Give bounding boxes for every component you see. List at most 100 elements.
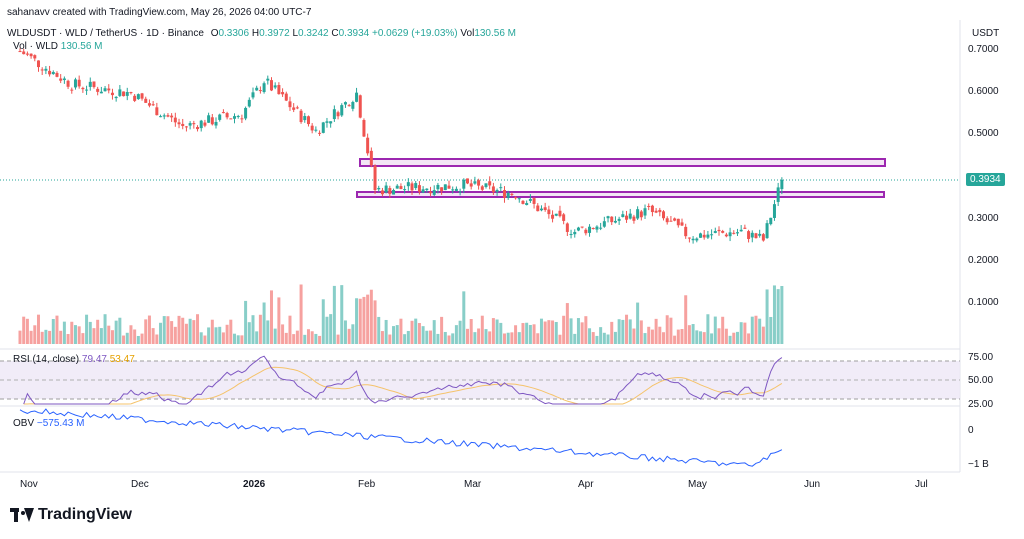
volume-bar [170,321,174,344]
candle [310,125,314,131]
volume-bar [765,289,769,344]
volume-bar [336,334,340,344]
volume-bar [229,319,233,344]
price-tick-4: 0.2000 [968,255,999,266]
rsi-value: 79.47 [81,354,107,365]
volume-bar [473,332,477,344]
volume-bar [129,325,133,344]
candle [591,228,595,230]
candle [517,198,521,200]
volume-bar [702,332,706,344]
candle [392,190,396,195]
candle [188,123,192,126]
volume-bar [66,334,70,344]
candle [88,81,92,87]
candle [351,102,355,109]
candle [277,85,281,95]
candle [73,79,77,88]
candle [159,116,163,118]
candle [377,187,381,190]
candle [48,70,52,75]
volume-bar [136,335,140,344]
volume-bar [55,315,59,344]
volume-bar [107,325,111,344]
ohlc-open-label: O [210,28,219,39]
volume-bar [543,321,547,344]
candle [136,94,140,100]
volume-bars-group [18,284,784,344]
volume-bar [251,315,255,344]
volume-bar [362,296,366,344]
volume-bar [551,320,555,344]
candle [51,72,55,75]
time-tick-may: May [688,479,707,490]
candle [421,189,425,193]
volume-bar [266,320,270,344]
volume-bar [491,318,495,344]
candle [780,179,784,190]
candle [469,183,473,187]
candle [40,69,44,71]
candle [514,197,518,199]
candle [329,121,333,124]
candle [358,95,362,118]
volume-bar [443,331,447,344]
volume-bar [214,327,218,344]
resistance-zone-box[interactable] [359,158,886,167]
volume-bar [521,323,525,344]
volume-bar [636,302,640,344]
candle [747,231,751,239]
volume-bar [650,329,654,344]
volume-bar [255,331,259,344]
time-tick-apr: Apr [578,479,594,490]
tradingview-logo[interactable]: TradingView [10,506,132,524]
symbol-legend[interactable]: WLDUSDT · WLD / TetherUS · 1D · Binance … [7,28,516,39]
volume-bar [203,335,207,344]
volume-bar [698,331,702,344]
candle [754,233,758,239]
volume-bar [536,333,540,344]
candle [613,220,617,223]
candle [340,105,344,116]
volume-bar [118,317,122,344]
candle [735,232,739,234]
candle [162,115,166,117]
volume-bar [44,329,48,344]
volume-bar [351,324,355,344]
chart-credit: sahanavv created with TradingView.com, M… [7,7,312,18]
volume-bar [761,326,765,344]
volume-bar [621,319,625,344]
candle [36,60,40,68]
candle [210,117,214,125]
volume-bar [329,314,333,344]
price-tick-1: 0.6000 [968,86,999,97]
candle [177,122,181,125]
volume-bar [676,329,680,344]
volume-bar [110,330,114,344]
volume-bar [325,316,329,344]
volume-bar [355,298,359,344]
volume-bar [754,315,758,344]
ohlc-low: 0.3242 [298,28,329,39]
candle [181,123,185,127]
candle [539,208,543,211]
volume-bar [573,333,577,344]
candle [462,179,466,189]
volume-legend[interactable]: Vol · WLD 130.56 M [13,41,103,52]
rsi-legend[interactable]: RSI (14, close) 79.47 53.47 [13,354,135,365]
support-zone-box[interactable] [356,191,885,198]
candle [25,53,29,55]
candle [669,220,673,222]
candle [236,115,240,117]
candle [362,120,366,137]
candle [639,211,643,218]
candle [262,83,266,93]
volume-bar [92,328,96,344]
obv-legend[interactable]: OBV −575.43 M [13,418,84,429]
volume-bar [750,316,754,344]
candle [554,213,558,216]
candle [621,214,625,218]
price-tick-2: 0.5000 [968,128,999,139]
candle [122,91,126,97]
